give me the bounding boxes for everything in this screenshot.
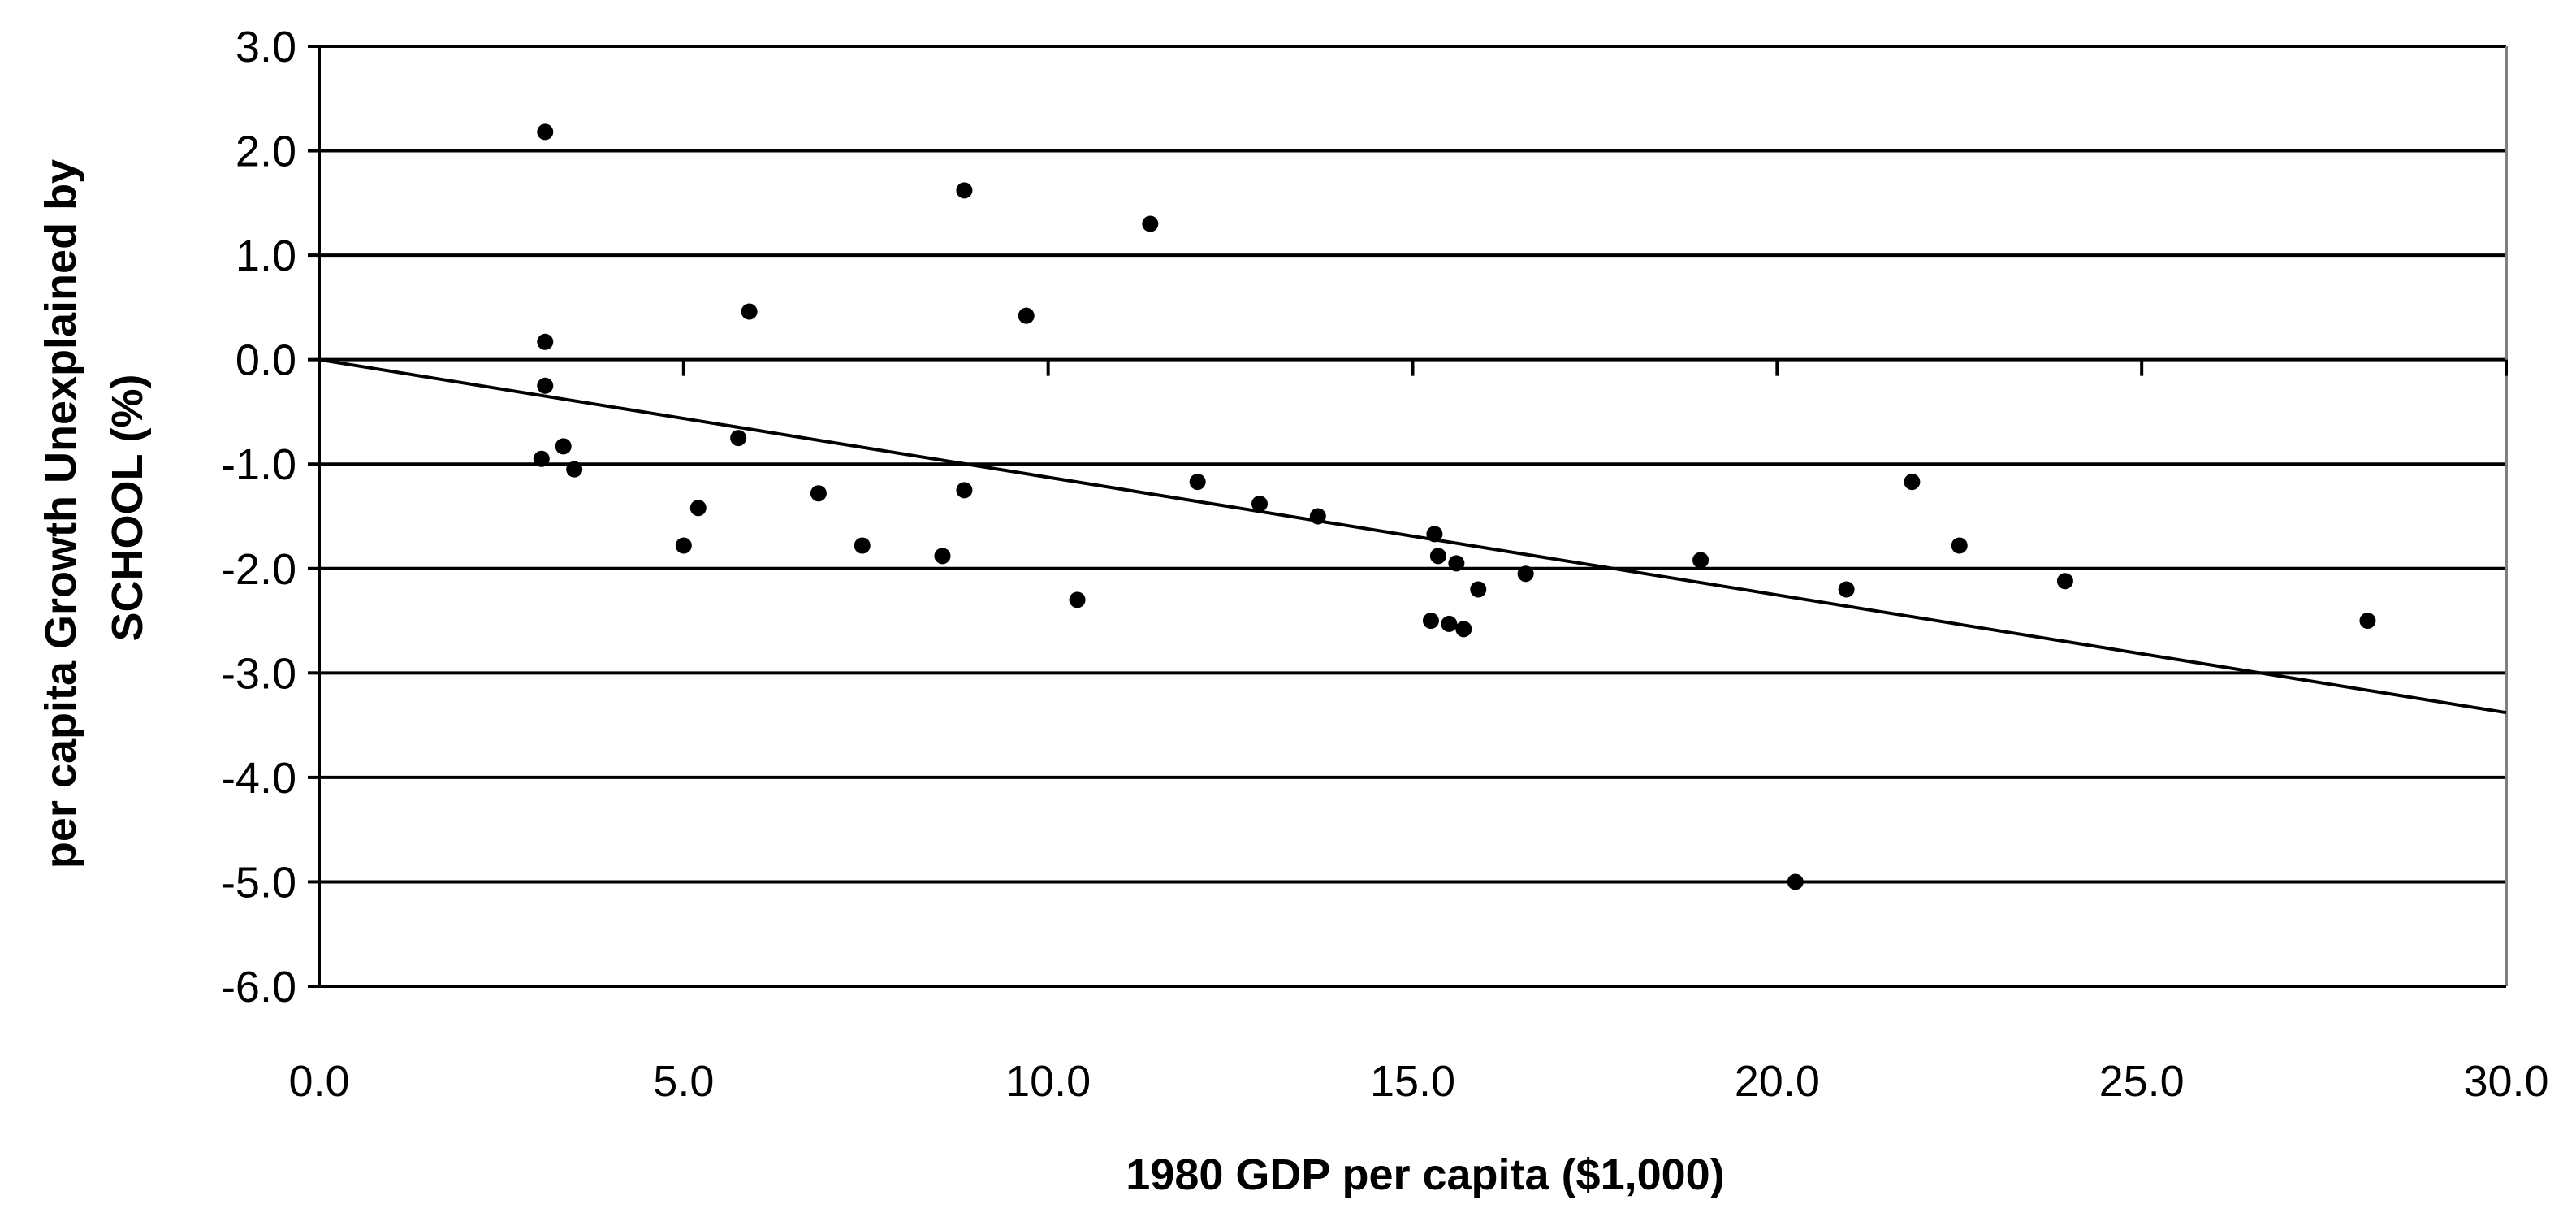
data-point-26 bbox=[1455, 621, 1472, 638]
data-point-24 bbox=[1441, 615, 1458, 632]
y-tick-label-3: 0.0 bbox=[236, 336, 296, 385]
data-point-25 bbox=[1448, 555, 1465, 572]
data-point-28 bbox=[1517, 565, 1534, 583]
data-point-7 bbox=[689, 500, 707, 517]
data-point-15 bbox=[1018, 307, 1035, 324]
x-tick-label-2: 10.0 bbox=[1005, 1057, 1091, 1106]
y-axis-title-line-1: per capita Growth Unexplained by bbox=[37, 159, 85, 868]
data-point-31 bbox=[1838, 581, 1855, 598]
y-axis-title-line-2: SCHOOL (%) bbox=[103, 374, 152, 641]
y-tick-label-9: -6.0 bbox=[221, 963, 296, 1011]
data-point-19 bbox=[1251, 496, 1268, 513]
x-tick-label-1: 5.0 bbox=[653, 1057, 714, 1106]
x-tick-label-6: 30.0 bbox=[2463, 1057, 2548, 1106]
data-point-14 bbox=[956, 482, 973, 499]
data-point-33 bbox=[1951, 537, 1968, 554]
y-tick-label-1: 2.0 bbox=[236, 128, 296, 176]
data-point-21 bbox=[1422, 613, 1439, 630]
x-tick-label-4: 20.0 bbox=[1735, 1057, 1820, 1106]
x-axis-ticks: 0.0 5.0 10.0 15.0 20.0 25.0 30.0 bbox=[288, 359, 2549, 1106]
data-point-22 bbox=[1426, 526, 1443, 543]
data-point-23 bbox=[1429, 548, 1446, 565]
data-point-10 bbox=[810, 485, 827, 502]
data-point-11 bbox=[854, 537, 871, 554]
x-tick-label-5: 25.0 bbox=[2099, 1057, 2185, 1106]
data-points bbox=[533, 123, 2376, 890]
data-point-0 bbox=[537, 123, 554, 141]
axes bbox=[318, 46, 2508, 988]
y-tick-label-5: -2.0 bbox=[221, 545, 296, 594]
data-point-29 bbox=[1692, 552, 1709, 569]
y-tick-label-2: 1.0 bbox=[236, 232, 296, 280]
data-point-1 bbox=[537, 333, 554, 350]
data-point-12 bbox=[934, 548, 951, 565]
data-point-34 bbox=[2056, 573, 2073, 590]
data-point-2 bbox=[537, 377, 554, 394]
data-point-6 bbox=[675, 537, 692, 554]
data-point-8 bbox=[730, 430, 747, 447]
data-point-18 bbox=[1189, 474, 1206, 491]
y-tick-label-6: -3.0 bbox=[221, 649, 296, 698]
data-point-32 bbox=[1904, 474, 1921, 491]
y-axis-ticks: 3.0 2.0 1.0 0.0 -1.0 -2.0 -3.0 -4.0 -5.0 -6.0 bbox=[221, 23, 319, 1011]
y-tick-label-0: 3.0 bbox=[236, 23, 296, 71]
data-point-17 bbox=[1142, 215, 1159, 232]
data-point-3 bbox=[533, 450, 550, 467]
data-point-5 bbox=[566, 461, 583, 478]
data-point-9 bbox=[741, 303, 758, 320]
trendline-group bbox=[318, 357, 2507, 715]
data-point-27 bbox=[1470, 581, 1487, 598]
data-point-4 bbox=[555, 438, 572, 455]
data-point-13 bbox=[956, 182, 973, 199]
y-tick-label-4: -1.0 bbox=[221, 440, 296, 489]
data-point-35 bbox=[2359, 613, 2376, 630]
data-point-16 bbox=[1069, 591, 1086, 608]
y-tick-label-7: -4.0 bbox=[221, 754, 296, 803]
x-tick-label-0: 0.0 bbox=[288, 1057, 349, 1106]
x-axis-title: 1980 GDP per capita ($1,000) bbox=[1126, 1150, 1724, 1199]
x-tick-label-3: 15.0 bbox=[1370, 1057, 1455, 1106]
y-tick-label-8: -5.0 bbox=[221, 858, 296, 907]
y-axis-title: per capita Growth Unexplained by SCHOOL … bbox=[37, 147, 152, 868]
data-point-30 bbox=[1787, 873, 1804, 890]
trendline bbox=[318, 357, 2507, 715]
data-point-20 bbox=[1309, 508, 1326, 525]
